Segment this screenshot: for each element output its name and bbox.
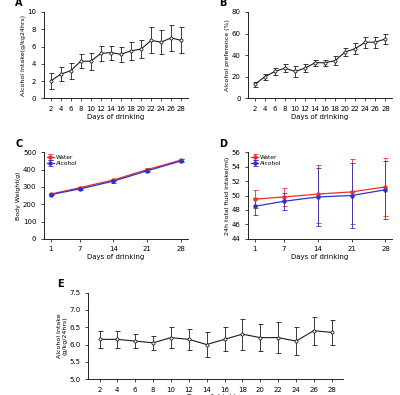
Text: C: C bbox=[15, 139, 22, 149]
Legend: Water, Alcohol: Water, Alcohol bbox=[251, 155, 281, 166]
X-axis label: Days of drinking: Days of drinking bbox=[87, 254, 144, 260]
Legend: Water, Alcohol: Water, Alcohol bbox=[47, 155, 77, 166]
X-axis label: Days of drinking: Days of drinking bbox=[87, 113, 144, 120]
X-axis label: Days of drinking: Days of drinking bbox=[292, 254, 349, 260]
Y-axis label: Body Weight(g): Body Weight(g) bbox=[16, 171, 22, 220]
X-axis label: Days of drinking: Days of drinking bbox=[187, 394, 244, 395]
Text: B: B bbox=[220, 0, 227, 8]
Text: D: D bbox=[220, 139, 228, 149]
Y-axis label: Alcohol preference (%): Alcohol preference (%) bbox=[225, 19, 230, 91]
Y-axis label: Alcohol Intake(g/kg24hrs): Alcohol Intake(g/kg24hrs) bbox=[21, 15, 26, 96]
X-axis label: Days of drinking: Days of drinking bbox=[292, 113, 349, 120]
Text: E: E bbox=[57, 279, 64, 289]
Text: A: A bbox=[15, 0, 23, 8]
Y-axis label: 24h total fluid intake(ml): 24h total fluid intake(ml) bbox=[225, 156, 230, 235]
Y-axis label: Alcohol Intake
(g/kg/24hrs): Alcohol Intake (g/kg/24hrs) bbox=[57, 314, 68, 358]
